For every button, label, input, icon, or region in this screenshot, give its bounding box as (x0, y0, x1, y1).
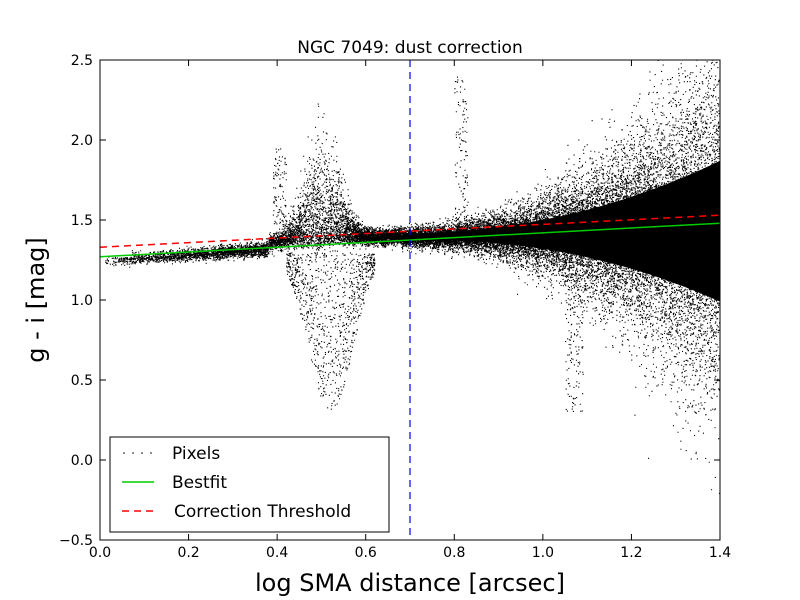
y-axis-label: g - i [mag] (22, 237, 50, 363)
y-tick-label: 1.5 (71, 213, 93, 229)
x-tick-label: 1.0 (532, 545, 554, 561)
legend: Pixels Bestfit Correction Threshold (109, 436, 390, 533)
legend-label-threshold: Correction Threshold (174, 502, 351, 522)
pixel-points (105, 60, 720, 494)
x-tick-label: 0.4 (266, 545, 288, 561)
y-tick-label: 2.0 (71, 133, 93, 149)
chart-title: NGC 7049: dust correction (297, 38, 522, 58)
y-tick-label: 0.5 (71, 373, 93, 389)
correction-threshold-line (100, 214, 720, 248)
legend-label-bestfit: Bestfit (172, 473, 227, 493)
x-tick-label: 0.0 (89, 545, 111, 561)
fit-lines (100, 60, 720, 540)
y-tick-label: 0.0 (71, 453, 93, 469)
y-tick-label: −0.5 (59, 533, 93, 549)
x-tick-label: 0.2 (177, 545, 199, 561)
x-tick-label: 1.2 (620, 545, 642, 561)
y-tick-label: 1.0 (71, 293, 93, 309)
y-axis-ticks: −0.5 0.0 0.5 1.0 1.5 2.0 2.5 (59, 53, 720, 549)
legend-box (109, 436, 390, 533)
legend-label-pixels: Pixels (172, 444, 220, 464)
legend-pixels-marker (123, 452, 152, 454)
y-tick-label: 2.5 (71, 53, 93, 69)
x-tick-label: 0.6 (355, 545, 377, 561)
x-axis-label: log SMA distance [arcsec] (255, 569, 565, 597)
x-axis-ticks: 0.0 0.2 0.4 0.6 0.8 1.0 1.2 1.4 (89, 60, 731, 561)
x-tick-label: 0.8 (443, 545, 465, 561)
x-tick-label: 1.4 (709, 545, 731, 561)
